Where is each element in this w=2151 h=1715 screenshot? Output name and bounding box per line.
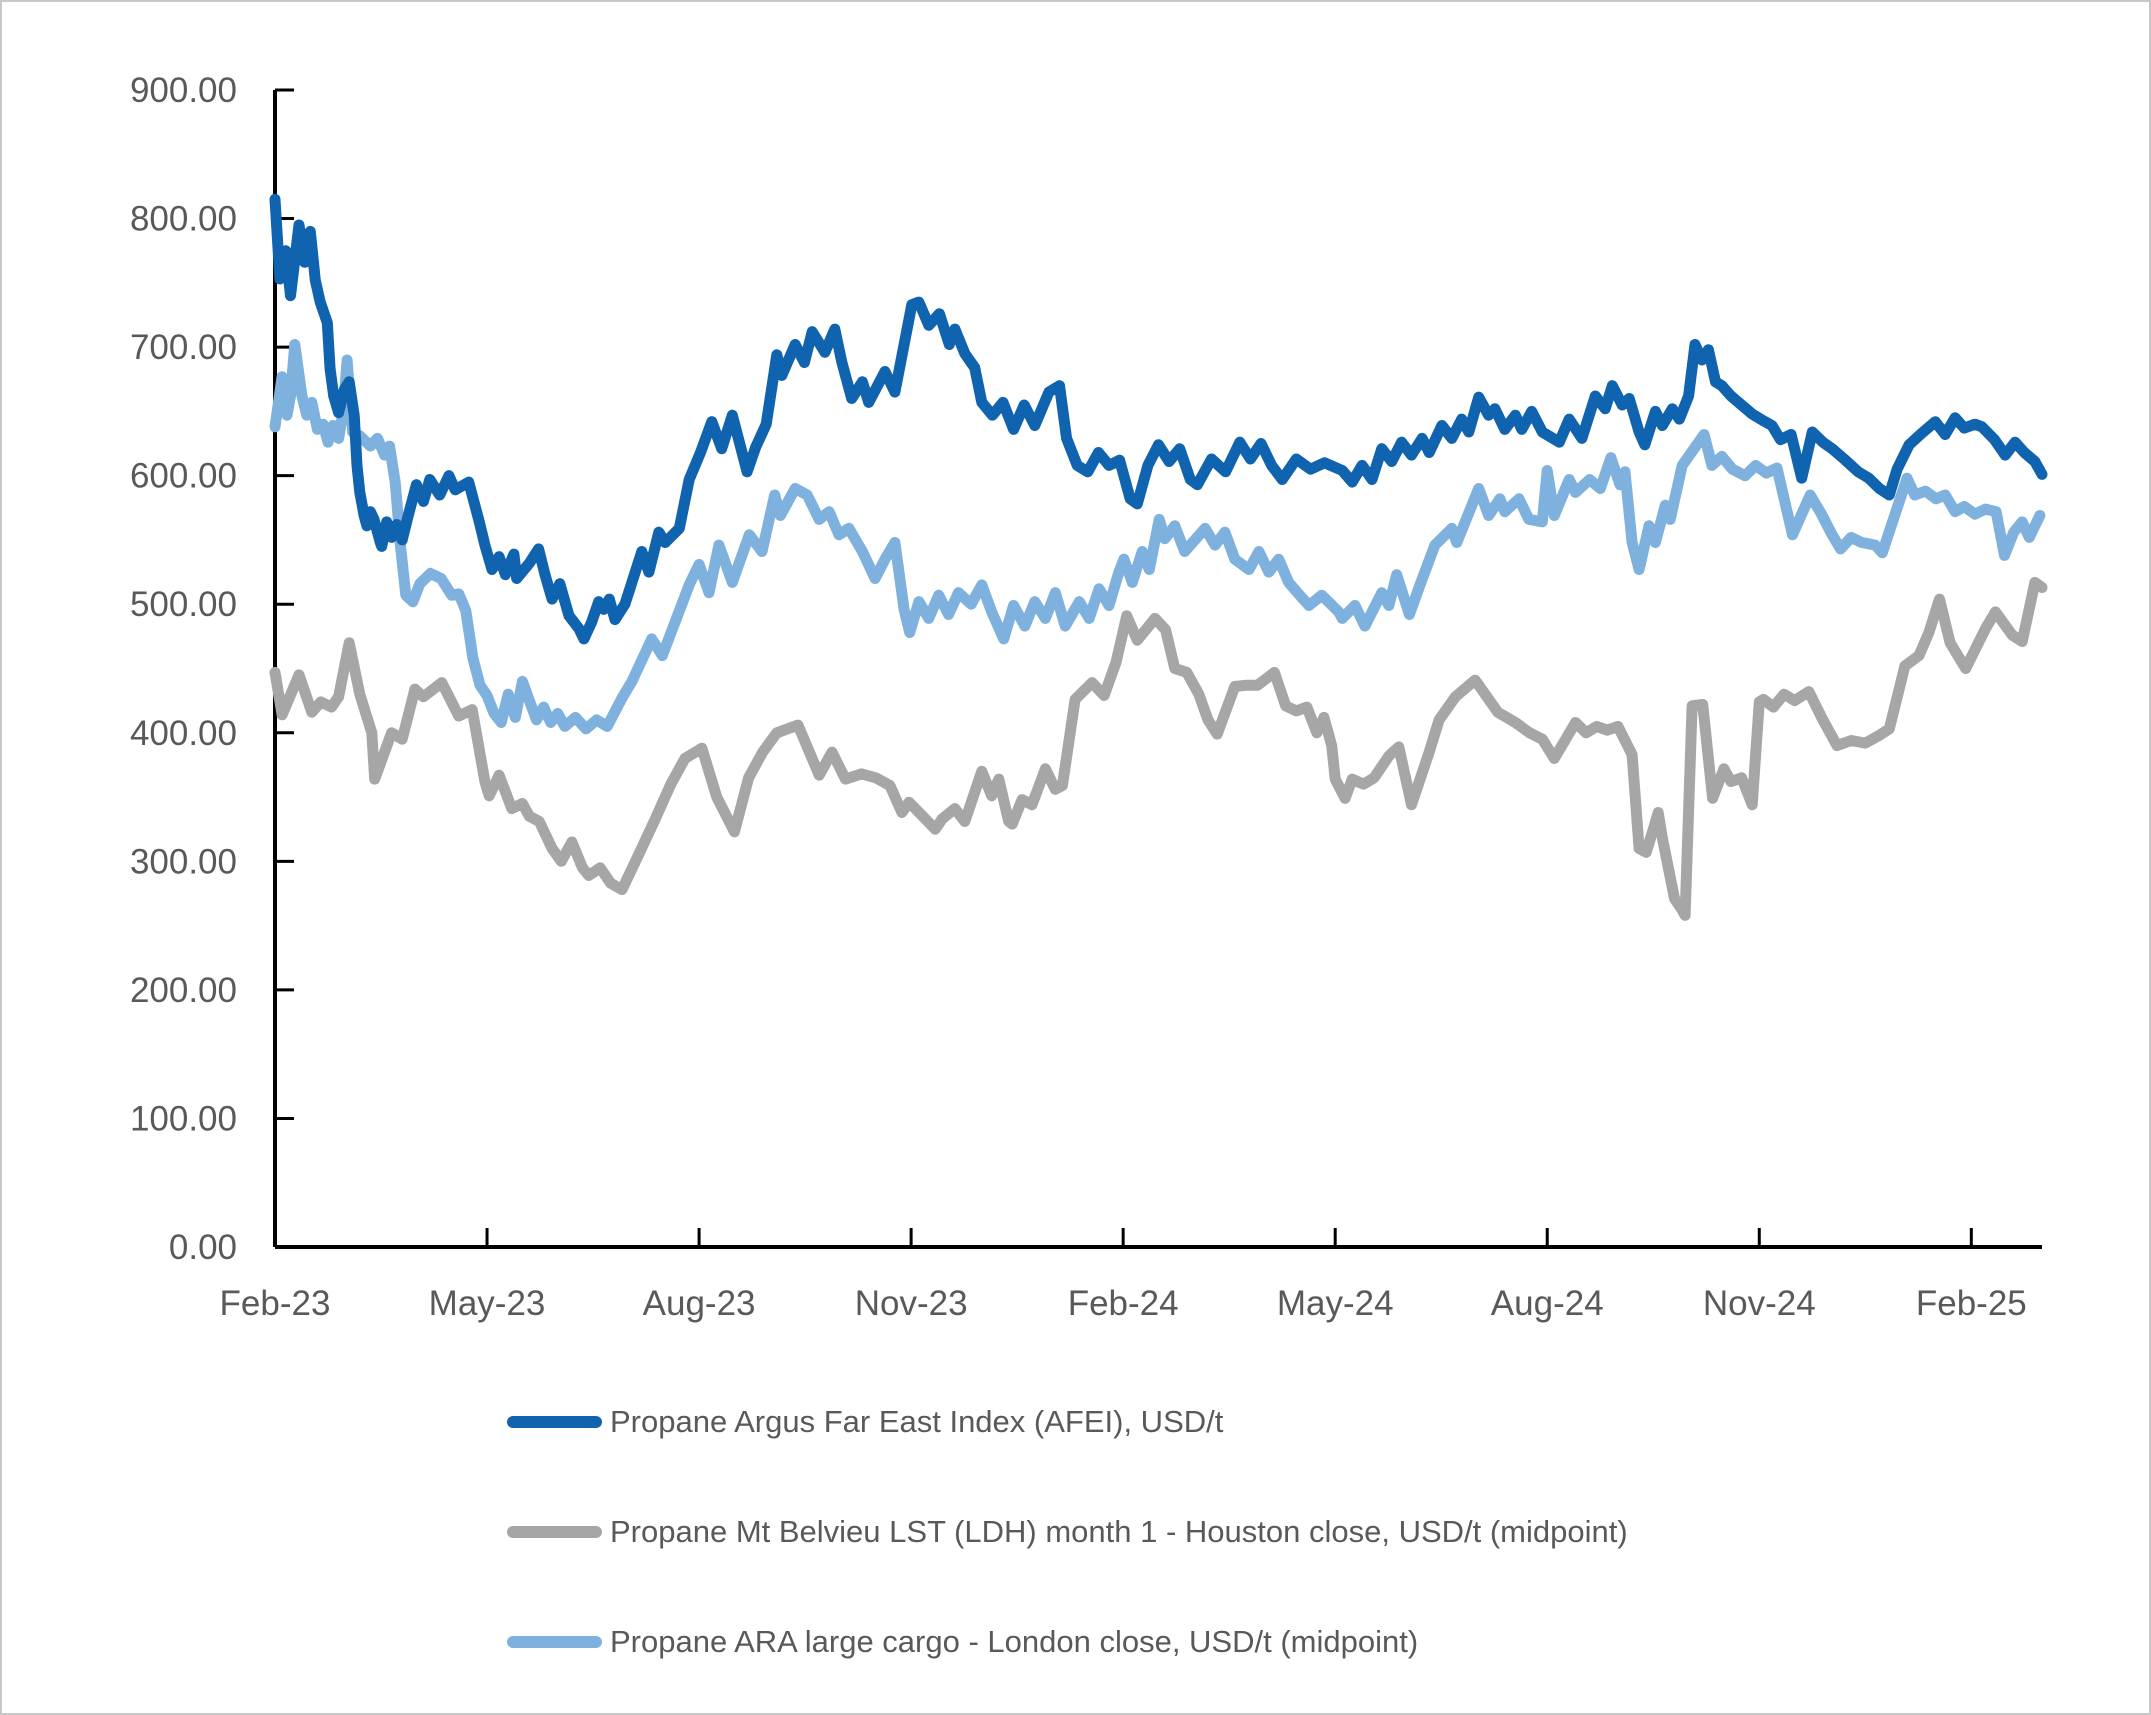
series-line-0 xyxy=(269,193,2048,645)
series-line-1 xyxy=(269,576,2048,921)
series-line-2 xyxy=(269,339,2046,735)
legend-item-ara: Propane ARA large cargo - London close, … xyxy=(507,1620,1628,1664)
legend-label-afei: Propane Argus Far East Index (AFEI), USD… xyxy=(610,1404,1224,1439)
legend-item-afei: Propane Argus Far East Index (AFEI), USD… xyxy=(507,1400,1628,1444)
x-tick-label: May-23 xyxy=(429,1284,546,1323)
x-tick-label: Feb-25 xyxy=(1916,1284,2027,1323)
y-tick-label: 300.00 xyxy=(130,842,237,881)
x-tick-label: Feb-23 xyxy=(220,1284,331,1323)
x-tick-label: Nov-23 xyxy=(855,1284,968,1323)
y-tick-label: 900.00 xyxy=(130,71,237,110)
ara-line-swatch xyxy=(507,1636,602,1648)
legend-label-mt-belvieu: Propane Mt Belvieu LST (LDH) month 1 - H… xyxy=(610,1514,1628,1549)
y-tick-label: 800.00 xyxy=(130,200,237,239)
x-tick-label: Nov-24 xyxy=(1703,1284,1816,1323)
x-tick-label: Aug-23 xyxy=(643,1284,756,1323)
y-tick-label: 500.00 xyxy=(130,585,237,624)
y-tick-label: 0.00 xyxy=(169,1228,237,1267)
afei-line-swatch xyxy=(507,1416,602,1428)
y-tick-label: 400.00 xyxy=(130,714,237,753)
y-tick-label: 700.00 xyxy=(130,328,237,367)
y-tick-label: 600.00 xyxy=(130,457,237,496)
legend: Propane Argus Far East Index (AFEI), USD… xyxy=(507,1400,1628,1713)
x-tick-label: May-24 xyxy=(1277,1284,1394,1323)
mt-belvieu-line-swatch xyxy=(507,1526,602,1538)
x-tick-label: Aug-24 xyxy=(1491,1284,1604,1323)
legend-label-ara: Propane ARA large cargo - London close, … xyxy=(610,1624,1419,1659)
x-tick-label: Feb-24 xyxy=(1068,1284,1179,1323)
legend-item-mt-belvieu: Propane Mt Belvieu LST (LDH) month 1 - H… xyxy=(507,1510,1628,1554)
y-tick-label: 200.00 xyxy=(130,971,237,1010)
y-tick-label: 100.00 xyxy=(130,1099,237,1138)
